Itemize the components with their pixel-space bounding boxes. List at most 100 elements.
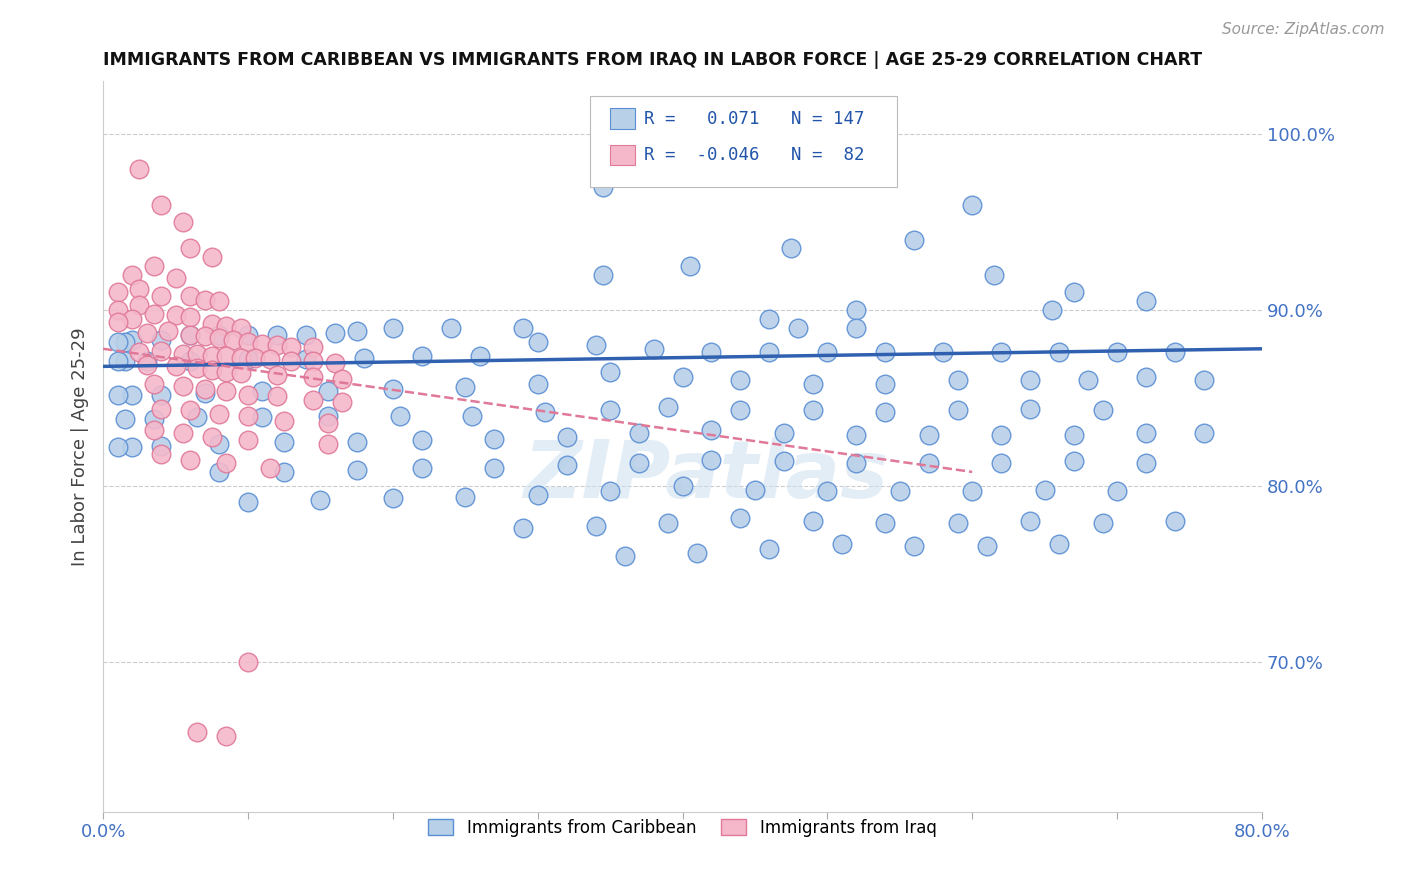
Point: [411, 461, 433, 475]
Point: [236, 387, 259, 401]
FancyBboxPatch shape: [589, 96, 897, 187]
Point: [201, 317, 224, 331]
Point: [215, 729, 238, 743]
Point: [946, 516, 969, 530]
Point: [236, 327, 259, 342]
Point: [323, 326, 346, 340]
Point: [107, 334, 129, 349]
Point: [330, 372, 353, 386]
Point: [1135, 370, 1157, 384]
Point: [142, 307, 165, 321]
Point: [186, 725, 208, 739]
Point: [266, 327, 288, 342]
Point: [215, 365, 238, 379]
Point: [484, 461, 506, 475]
Point: [700, 345, 723, 359]
Point: [172, 426, 194, 441]
Point: [215, 318, 238, 333]
Point: [918, 456, 941, 470]
Point: [179, 242, 201, 256]
Point: [121, 440, 143, 454]
Point: [179, 327, 201, 342]
Point: [990, 345, 1012, 359]
Point: [135, 326, 157, 340]
Point: [461, 409, 484, 423]
Point: [744, 483, 766, 497]
Point: [381, 491, 404, 506]
Point: [107, 303, 129, 318]
Point: [1063, 285, 1085, 300]
Point: [201, 363, 224, 377]
Point: [946, 374, 969, 388]
Point: [259, 461, 281, 475]
Point: [512, 521, 534, 535]
Point: [150, 343, 173, 358]
Point: [903, 539, 925, 553]
Point: [628, 426, 651, 441]
Point: [245, 351, 267, 365]
Point: [353, 351, 375, 365]
Point: [302, 354, 325, 368]
Point: [193, 293, 215, 307]
Point: [208, 465, 231, 479]
Point: [208, 327, 231, 342]
Point: [657, 400, 679, 414]
Point: [780, 242, 803, 256]
Point: [215, 384, 238, 398]
Point: [236, 334, 259, 349]
Point: [815, 345, 838, 359]
Point: [1063, 428, 1085, 442]
Point: [346, 324, 368, 338]
Point: [142, 412, 165, 426]
Point: [1105, 484, 1128, 499]
Text: R =  -0.046   N =  82: R = -0.046 N = 82: [644, 146, 865, 164]
Point: [107, 354, 129, 368]
Point: [295, 327, 318, 342]
Point: [179, 327, 201, 342]
Text: IMMIGRANTS FROM CARIBBEAN VS IMMIGRANTS FROM IRAQ IN LABOR FORCE | AGE 25-29 COR: IMMIGRANTS FROM CARIBBEAN VS IMMIGRANTS …: [103, 51, 1202, 69]
Point: [201, 430, 224, 444]
Point: [946, 403, 969, 417]
Point: [302, 370, 325, 384]
Point: [128, 298, 150, 312]
Point: [330, 394, 353, 409]
Point: [1091, 516, 1114, 530]
Point: [150, 333, 173, 347]
Point: [831, 537, 853, 551]
Point: [236, 434, 259, 448]
Point: [918, 428, 941, 442]
Point: [976, 539, 998, 553]
Point: [135, 354, 157, 368]
Point: [266, 368, 288, 383]
Point: [845, 320, 868, 334]
Point: [179, 289, 201, 303]
Point: [323, 356, 346, 370]
Y-axis label: In Labor Force | Age 25-29: In Labor Force | Age 25-29: [72, 327, 89, 566]
Point: [381, 320, 404, 334]
Point: [643, 342, 665, 356]
Point: [150, 401, 173, 416]
Point: [1135, 426, 1157, 441]
Point: [815, 484, 838, 499]
Point: [121, 333, 143, 347]
Point: [758, 311, 780, 326]
Point: [316, 437, 339, 451]
Point: [1019, 514, 1042, 528]
Point: [1192, 426, 1215, 441]
Point: [599, 484, 621, 499]
Point: [121, 311, 143, 326]
Point: [193, 329, 215, 343]
Text: ZIPatlas: ZIPatlas: [523, 437, 889, 515]
Point: [526, 488, 548, 502]
Point: [165, 271, 187, 285]
Point: [252, 410, 274, 425]
Point: [730, 374, 752, 388]
Point: [280, 340, 302, 354]
Point: [128, 345, 150, 359]
Point: [215, 456, 238, 470]
Point: [1047, 537, 1070, 551]
Point: [1164, 514, 1187, 528]
Point: [236, 352, 259, 367]
Point: [121, 268, 143, 282]
Point: [411, 434, 433, 448]
